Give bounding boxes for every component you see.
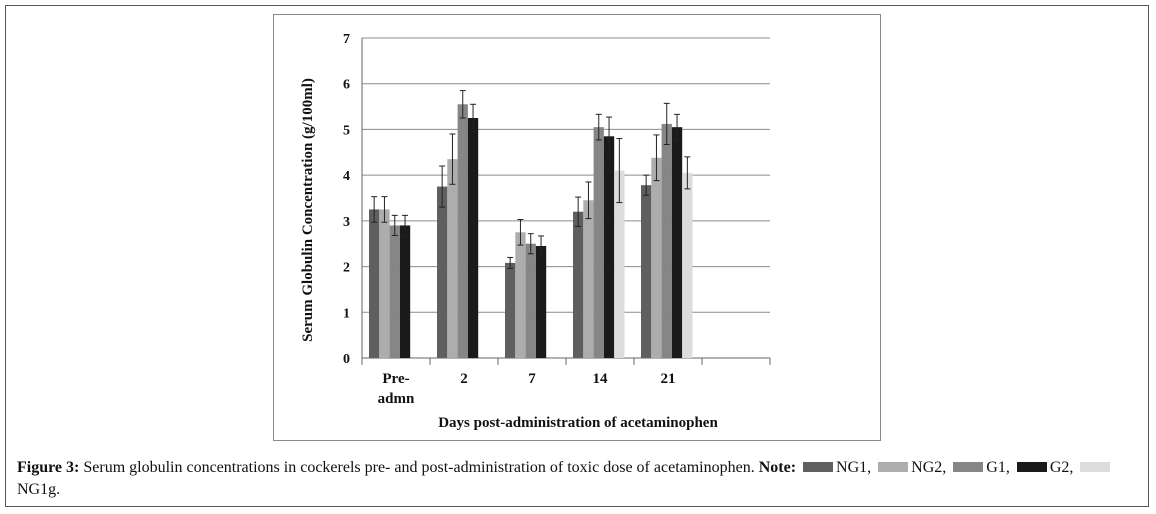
bar	[661, 123, 672, 358]
y-tick-label: 2	[343, 261, 350, 276]
legend-swatch	[1016, 462, 1047, 473]
bar	[573, 211, 584, 358]
note-label: Note:	[758, 459, 797, 476]
y-tick-label: 5	[343, 123, 350, 138]
x-tick-label: 7	[528, 371, 536, 387]
x-tick-label: 21	[661, 371, 676, 387]
y-tick-label: 3	[343, 215, 350, 230]
bar	[671, 127, 683, 359]
chart-frame: 0 1 2 3 4 5 6 7 Pre-admn 2 7 14 21 Days post-administ…	[273, 14, 881, 441]
bar	[641, 185, 652, 358]
y-tick-label: 7	[343, 32, 350, 47]
legend-label: NG1,	[836, 459, 872, 476]
bar	[583, 200, 594, 358]
x-tick-label: Pre-	[382, 371, 409, 387]
legend-label: G1,	[986, 459, 1010, 476]
bar	[437, 186, 448, 358]
y-tick-label: 0	[343, 352, 350, 367]
figure-caption: Figure 3: Serum globulin concentrations …	[17, 457, 1142, 501]
legend-swatch	[953, 462, 984, 473]
legend-swatch	[803, 462, 834, 473]
legend-label: NG2,	[911, 459, 947, 476]
bar	[457, 104, 468, 359]
y-axis-title: Serum Globulin Concentration (g/100ml)	[300, 78, 316, 342]
caption-text: Serum globulin concentrations in cockere…	[83, 459, 755, 476]
bar	[603, 136, 615, 358]
bar	[389, 225, 400, 358]
bar	[525, 243, 536, 358]
bar	[505, 262, 516, 358]
figure-label: Figure 3:	[17, 459, 80, 476]
caption-legend: NG1, NG2, G1, G2, NG1g.	[17, 459, 1113, 498]
bar	[535, 246, 547, 358]
x-tick-label: 14	[593, 371, 609, 387]
legend-swatch	[878, 462, 909, 473]
bar	[515, 232, 526, 358]
y-tick-label: 1	[343, 306, 350, 321]
legend-label: G2,	[1049, 459, 1074, 476]
bar	[447, 159, 458, 358]
y-tick-label: 6	[343, 78, 350, 93]
y-tick-label: 4	[343, 169, 350, 184]
figure-frame	[5, 5, 1149, 507]
bar	[369, 209, 380, 358]
bar	[614, 170, 625, 358]
bar	[379, 209, 390, 358]
bar	[399, 225, 411, 358]
x-axis-title: Days post-administration of acetaminophe…	[438, 415, 718, 431]
bar	[467, 118, 479, 358]
legend-label: NG1g.	[17, 481, 61, 498]
bar	[593, 127, 604, 359]
legend-swatch	[1080, 462, 1111, 473]
bar-chart: 0 1 2 3 4 5 6 7 Pre-admn 2 7 14 21 Days post-administ…	[300, 32, 771, 431]
bar	[651, 157, 662, 358]
x-tick-label: admn	[378, 391, 415, 407]
x-tick-label: 2	[460, 371, 468, 387]
bar	[682, 172, 693, 358]
